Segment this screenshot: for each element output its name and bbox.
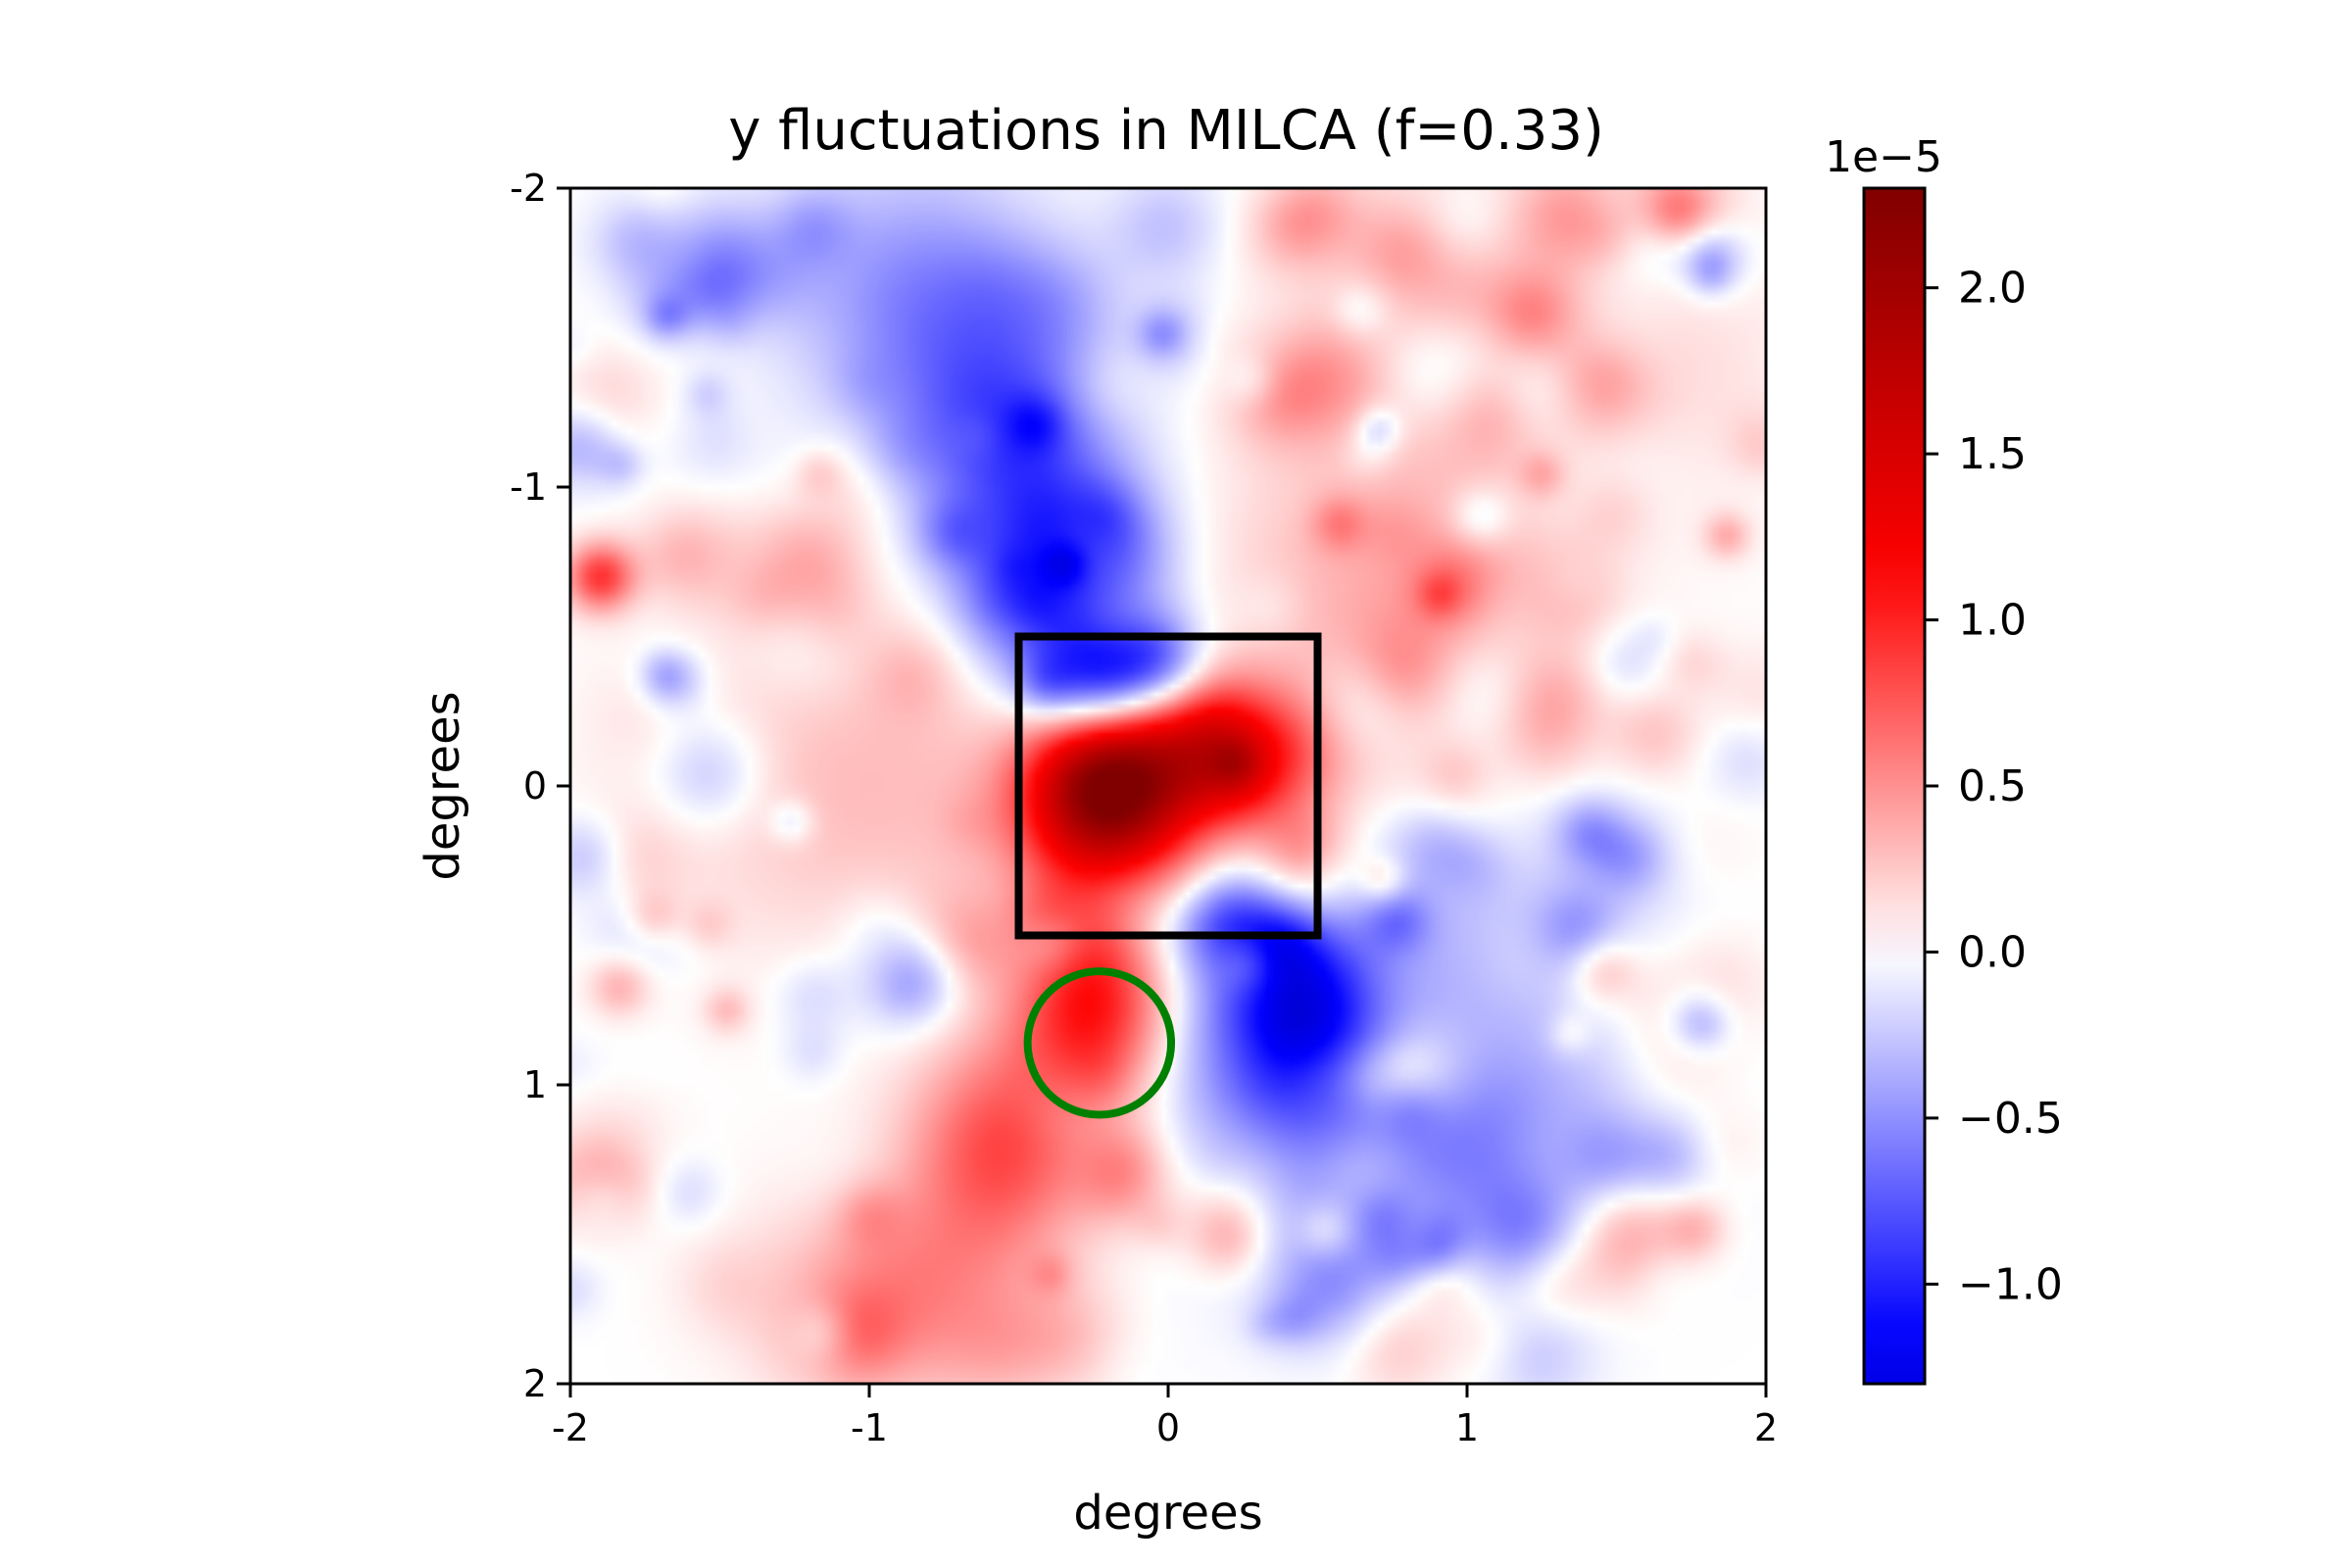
colorbar-tick-label: −0.5 xyxy=(1958,1094,2063,1144)
x-axis-label: degrees xyxy=(1073,1486,1262,1541)
colorbar-tick-label: 2.0 xyxy=(1958,264,2027,314)
x-tick-label: -2 xyxy=(552,1406,589,1449)
y-tick-label: 0 xyxy=(523,764,547,808)
x-tick-label: 0 xyxy=(1156,1406,1180,1449)
overlay-rectangle xyxy=(1014,632,1322,940)
colorbar: −1.0 −0.5 0.0 0.5 1.0 1.5 2.0 1e−5 xyxy=(1825,132,2063,1386)
colorbar-tick-label: 1.0 xyxy=(1958,596,2027,646)
y-tick-label: 1 xyxy=(523,1063,547,1106)
x-tick-label: -1 xyxy=(851,1406,888,1449)
heatmap-plot xyxy=(568,186,1768,1386)
y-axis-label: degrees xyxy=(416,691,470,880)
colorbar-gradient xyxy=(1862,186,1927,1386)
colorbar-axis: −1.0 −0.5 0.0 0.5 1.0 1.5 2.0 xyxy=(1925,264,2063,1309)
colorbar-tick-label: 0.5 xyxy=(1958,761,2027,811)
overlay-layer xyxy=(1014,632,1322,1119)
heatmap-image xyxy=(570,188,1766,1384)
colorbar-tick-label: 1.5 xyxy=(1958,429,2027,479)
colorbar-tick-label: −1.0 xyxy=(1958,1259,2063,1309)
y-tick-label: 2 xyxy=(523,1362,547,1405)
chart-title: y fluctuations in MILCA (f=0.33) xyxy=(728,99,1604,163)
overlay-circle xyxy=(1023,967,1176,1119)
y-tick-label: -1 xyxy=(510,466,547,509)
x-axis: -2 -1 0 1 2 xyxy=(552,1384,1778,1449)
x-tick-label: 2 xyxy=(1754,1406,1778,1449)
colorbar-tick-label: 0.0 xyxy=(1958,927,2027,977)
y-axis: -2 -1 0 1 2 xyxy=(510,167,570,1405)
heatmap-image-holder xyxy=(570,188,1766,1384)
y-tick-label: -2 xyxy=(510,167,547,210)
x-tick-label: 1 xyxy=(1455,1406,1479,1449)
colorbar-multiplier: 1e−5 xyxy=(1825,132,1942,182)
